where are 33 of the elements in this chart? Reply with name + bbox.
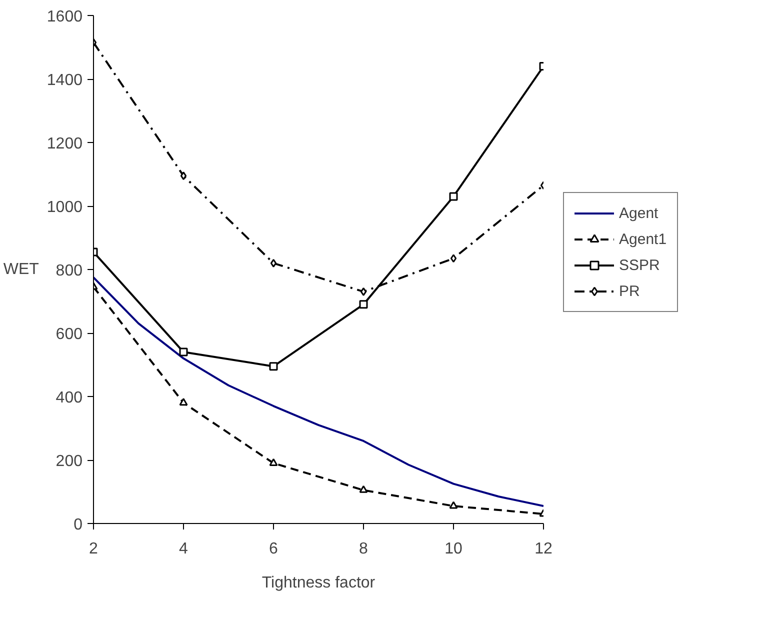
y-tick-label: 600 (56, 326, 83, 343)
y-tick-label: 400 (56, 390, 83, 406)
y-tick-label: 200 (56, 453, 83, 470)
point (449, 192, 458, 201)
point (359, 300, 368, 309)
point (270, 258, 277, 268)
x-tick-label: 12 (534, 540, 552, 558)
y-tick-label: 1600 (46, 8, 83, 26)
point (449, 501, 458, 509)
legend-label: Agent (619, 204, 658, 222)
x-tick-label: 2 (89, 540, 98, 558)
x-tick-label: 4 (179, 540, 188, 558)
x-tick-label: 10 (444, 540, 462, 558)
x-tick-label: 6 (269, 540, 278, 558)
point (180, 172, 187, 180)
point (179, 348, 188, 356)
y-tick-label: 800 (56, 262, 83, 280)
point (360, 287, 367, 296)
y-tick-label: 1200 (46, 136, 83, 152)
point (269, 362, 278, 371)
point (450, 254, 457, 263)
y-tick-label: 1000 (46, 199, 83, 216)
legend-label: PR (619, 282, 640, 300)
y-tick-label: 1400 (46, 72, 83, 89)
point (359, 485, 368, 493)
x-tick-label: 8 (359, 540, 368, 558)
legend-label: SSPR (619, 256, 660, 274)
x-axis-title: Tightness factor (262, 574, 376, 592)
point (269, 458, 278, 466)
legend-label: Agent1 (619, 230, 667, 248)
y-tick-label: 0 (74, 516, 83, 534)
point (179, 398, 188, 406)
y-axis-title: WET (3, 261, 40, 278)
